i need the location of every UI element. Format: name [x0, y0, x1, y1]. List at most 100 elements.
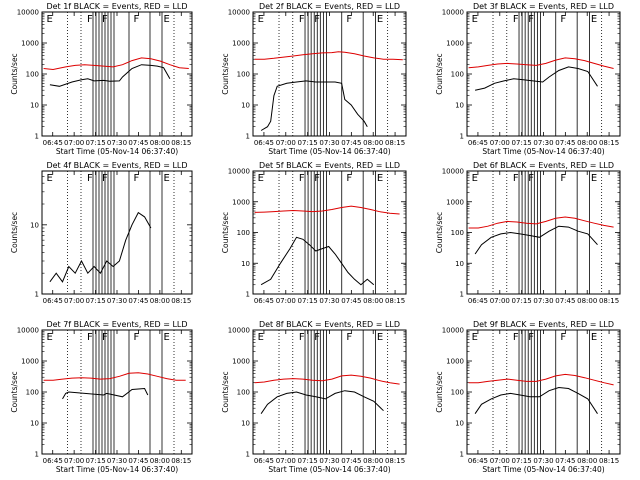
- y-tick-label: 10: [455, 102, 464, 110]
- plot-frame: [252, 170, 407, 295]
- marker-letter-F: F: [314, 14, 320, 25]
- x-tick-label: 08:00: [577, 139, 597, 147]
- x-tick-label: 07:30: [533, 297, 553, 305]
- y-tick-label: 1: [35, 451, 39, 459]
- marker-letter-F: F: [560, 173, 566, 184]
- plot-frame: [466, 11, 621, 137]
- marker-letter-F: F: [528, 332, 534, 343]
- series-events-line: [474, 66, 598, 91]
- x-tick-label: 07:30: [319, 457, 339, 465]
- x-tick-label: 07:30: [107, 297, 127, 305]
- x-tick-label: 08:00: [577, 297, 597, 305]
- y-tick-label: 1: [246, 451, 250, 459]
- marker-letter-E: E: [591, 332, 597, 343]
- panel-det-3: Det 3f BLACK = Events, RED = LLD 1 10 100 10…: [435, 2, 621, 156]
- x-tick-label: 07:15: [85, 297, 105, 305]
- series-events-line: [260, 390, 384, 414]
- plot-frame: [466, 329, 621, 455]
- y-tick-label: 10000: [442, 9, 464, 17]
- x-tick-label: 07:00: [64, 297, 84, 305]
- marker-letter-E: E: [591, 14, 597, 25]
- y-tick-label: 10: [455, 260, 464, 268]
- x-tick-label: 07:00: [276, 457, 296, 465]
- marker-letter-E: E: [164, 332, 170, 343]
- x-tick-label: 07:30: [319, 139, 339, 147]
- series-events-line: [49, 211, 152, 283]
- x-tick-label: 06:45: [468, 457, 488, 465]
- y-axis-label: Counts/sec: [221, 53, 230, 94]
- marker-letter-F: F: [134, 332, 140, 343]
- panel-title: Det 4f BLACK = Events, RED = LLD: [46, 161, 187, 170]
- x-tick-label: 07:15: [85, 139, 105, 147]
- x-axis-label: Start Time (05-Nov-14 06:37:40): [482, 465, 604, 474]
- x-tick-label: 08:15: [171, 139, 191, 147]
- panel-title: Det 9f BLACK = Events, RED = LLD: [473, 320, 614, 329]
- series-lld-line: [468, 373, 614, 386]
- series-events-line: [260, 80, 368, 131]
- x-tick-label: 07:45: [341, 139, 361, 147]
- x-tick-label: 08:15: [599, 457, 619, 465]
- marker-letter-F: F: [102, 173, 108, 184]
- plot-frame: [41, 329, 193, 455]
- panel-title: Det 6f BLACK = Events, RED = LLD: [473, 161, 614, 170]
- marker-letter-E: E: [377, 332, 383, 343]
- x-tick-label: 08:15: [385, 457, 405, 465]
- marker-letter-E: E: [258, 173, 264, 184]
- marker-letter-E: E: [472, 173, 478, 184]
- plot-frame: [252, 329, 407, 455]
- y-tick-label: 1: [35, 133, 39, 141]
- y-tick-label: 10000: [442, 168, 464, 176]
- x-tick-label: 07:15: [512, 297, 532, 305]
- panel-det-4: Det 4f BLACK = Events, RED = LLD 1 10 06:45…: [10, 161, 193, 305]
- y-axis-label: Counts/sec: [10, 212, 19, 253]
- y-tick-label: 1000: [446, 358, 464, 366]
- x-tick-label: 07:45: [128, 457, 148, 465]
- marker-letter-F: F: [346, 173, 352, 184]
- x-tick-label: 08:15: [385, 139, 405, 147]
- panel-title: Det 3f BLACK = Events, RED = LLD: [473, 2, 614, 11]
- series-lld-line: [254, 51, 403, 61]
- marker-letter-F: F: [314, 332, 320, 343]
- y-tick-label: 100: [451, 229, 464, 237]
- y-tick-label: 100: [237, 229, 250, 237]
- y-tick-label: 10000: [17, 9, 39, 17]
- marker-letter-F: F: [102, 14, 108, 25]
- marker-letter-F: F: [87, 332, 93, 343]
- x-tick-label: 08:15: [171, 457, 191, 465]
- marker-letter-F: F: [102, 332, 108, 343]
- marker-letter-F: F: [87, 14, 93, 25]
- x-tick-label: 06:45: [43, 139, 63, 147]
- y-tick-label: 1: [246, 133, 250, 141]
- x-tick-label: 08:00: [577, 457, 597, 465]
- series-lld-line: [254, 205, 400, 215]
- y-tick-label: 100: [451, 389, 464, 397]
- panel-title: Det 2f BLACK = Events, RED = LLD: [259, 2, 400, 11]
- panel-det-6: Det 6f BLACK = Events, RED = LLD 1 10 100 10…: [435, 161, 621, 305]
- x-tick-label: 07:15: [298, 457, 318, 465]
- marker-letter-E: E: [258, 332, 264, 343]
- x-axis-label: Start Time (05-Nov-14 06:37:40): [56, 147, 178, 156]
- panel-title: Det 8f BLACK = Events, RED = LLD: [259, 320, 400, 329]
- y-tick-label: 1000: [21, 40, 39, 48]
- x-tick-label: 08:15: [599, 139, 619, 147]
- x-tick-label: 07:30: [107, 457, 127, 465]
- series-events-line: [474, 386, 598, 414]
- x-tick-label: 07:00: [490, 297, 510, 305]
- y-tick-label: 100: [237, 71, 250, 79]
- series-lld-line: [43, 57, 189, 71]
- x-tick-label: 07:15: [512, 139, 532, 147]
- marker-letter-F: F: [299, 332, 305, 343]
- marker-letter-E: E: [164, 14, 170, 25]
- plot-frame: [466, 170, 621, 295]
- x-tick-label: 08:15: [385, 297, 405, 305]
- y-axis-label: Counts/sec: [221, 371, 230, 412]
- x-tick-label: 08:15: [171, 297, 191, 305]
- y-axis-label: Counts/sec: [10, 371, 19, 412]
- marker-letter-F: F: [560, 14, 566, 25]
- y-tick-label: 10: [455, 420, 464, 428]
- x-tick-label: 06:45: [254, 457, 274, 465]
- x-tick-label: 06:45: [43, 297, 63, 305]
- x-tick-label: 06:45: [468, 139, 488, 147]
- x-tick-label: 07:45: [555, 139, 575, 147]
